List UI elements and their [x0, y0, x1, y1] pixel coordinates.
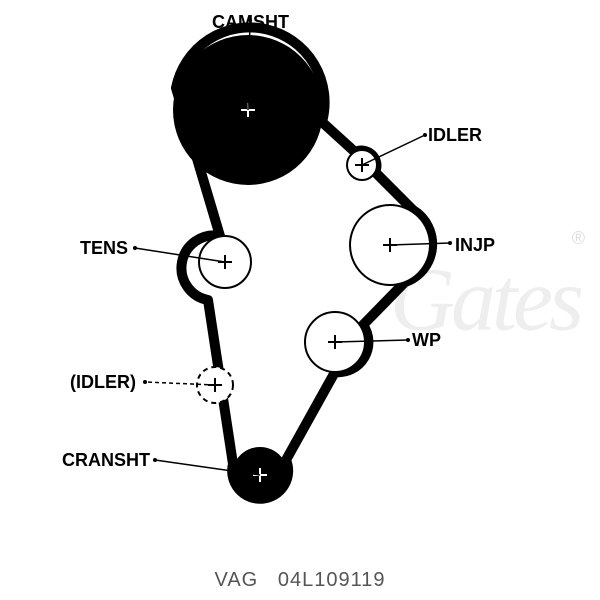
leader-dot-wp — [406, 338, 410, 342]
leader-dot-injp — [448, 241, 452, 245]
label-idler2: (IDLER) — [70, 372, 136, 393]
leader-dot-idler2 — [143, 380, 147, 384]
label-wp: WP — [412, 330, 441, 351]
leader-dot-cransht — [153, 458, 157, 462]
belt-diagram-svg — [0, 0, 600, 600]
brand-text: VAG — [214, 569, 258, 591]
label-camsht: CAMSHT — [212, 12, 289, 33]
part-number: 04L109119 — [278, 569, 386, 591]
label-cransht: CRANSHT — [62, 450, 150, 471]
diagram-container: Gates ® CAMSHTIDLERINJPTENSWP(IDLER)CRAN… — [0, 0, 600, 600]
leader-dot-idler — [423, 133, 427, 137]
label-idler: IDLER — [428, 125, 482, 146]
bottom-caption: VAG 04L109119 — [0, 569, 600, 592]
label-injp: INJP — [455, 235, 495, 256]
label-tens: TENS — [80, 238, 128, 259]
leader-dot-tens — [133, 246, 137, 250]
